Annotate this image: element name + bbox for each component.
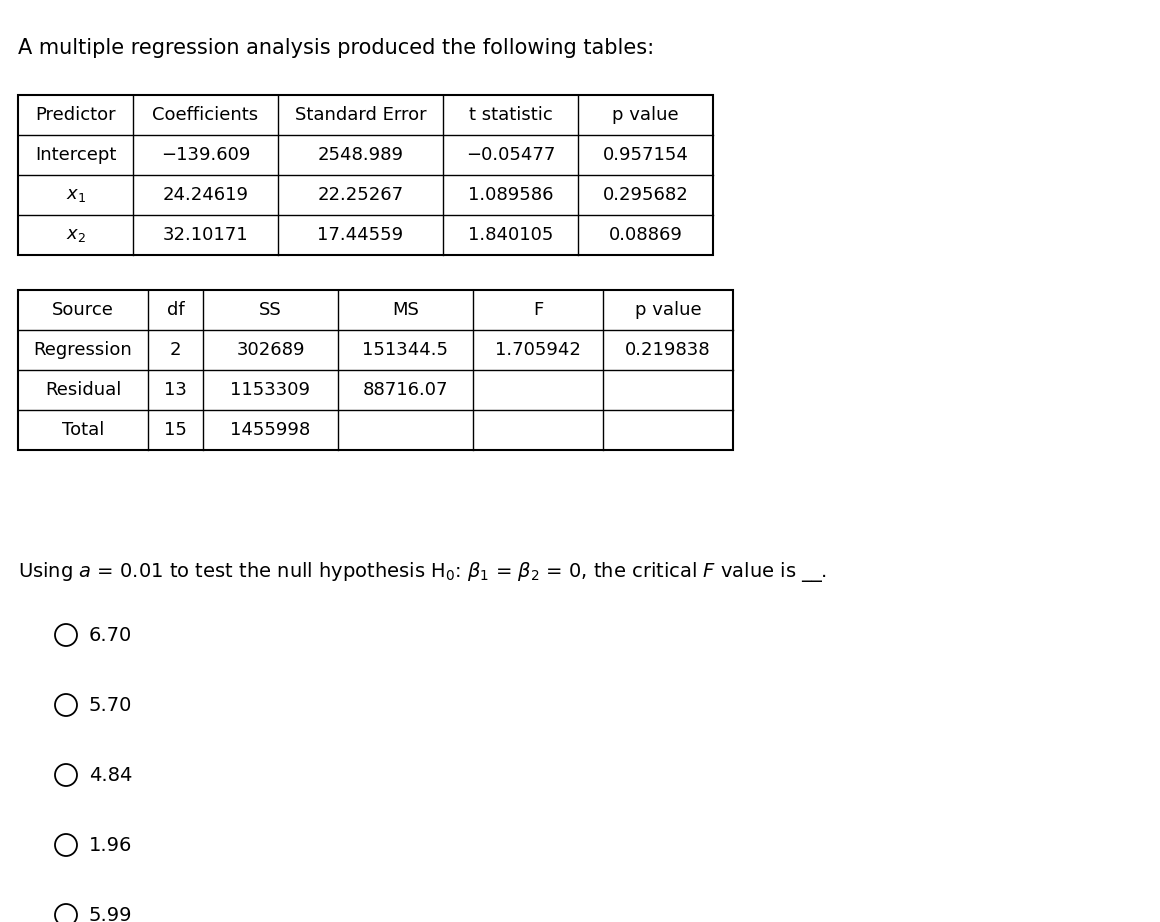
Text: 4.84: 4.84 [89, 765, 132, 785]
Text: 1.96: 1.96 [89, 835, 132, 855]
Text: df: df [167, 301, 184, 319]
Text: A multiple regression analysis produced the following tables:: A multiple regression analysis produced … [19, 38, 654, 58]
Text: 88716.07: 88716.07 [363, 381, 448, 399]
Text: MS: MS [392, 301, 419, 319]
Text: Standard Error: Standard Error [295, 106, 427, 124]
Text: Regression: Regression [34, 341, 132, 359]
Text: 5.70: 5.70 [89, 695, 132, 715]
Text: Residual: Residual [45, 381, 121, 399]
Text: Coefficients: Coefficients [152, 106, 259, 124]
Text: Source: Source [52, 301, 114, 319]
Text: 6.70: 6.70 [89, 625, 132, 644]
Text: Intercept: Intercept [35, 146, 116, 164]
Bar [19, 95, 713, 255]
Text: Predictor: Predictor [35, 106, 116, 124]
Text: t statistic: t statistic [469, 106, 552, 124]
Text: p value: p value [612, 106, 679, 124]
Text: 0.957154: 0.957154 [602, 146, 688, 164]
Bar [19, 290, 733, 450]
Text: 1.705942: 1.705942 [495, 341, 581, 359]
Text: 0.219838: 0.219838 [625, 341, 711, 359]
Text: 1.840105: 1.840105 [467, 226, 553, 244]
Text: 302689: 302689 [237, 341, 305, 359]
Text: −0.05477: −0.05477 [466, 146, 556, 164]
Text: F: F [532, 301, 543, 319]
Text: 2: 2 [169, 341, 181, 359]
Text: Using $\it{a}$ = 0.01 to test the null hypothesis H$_0$: $\beta_1$ = $\beta_2$ =: Using $\it{a}$ = 0.01 to test the null h… [19, 560, 827, 584]
Text: 24.24619: 24.24619 [162, 186, 248, 204]
Text: 5.99: 5.99 [89, 905, 132, 922]
Text: 1153309: 1153309 [231, 381, 311, 399]
Text: 1455998: 1455998 [231, 421, 311, 439]
Text: SS: SS [259, 301, 282, 319]
Text: 0.08869: 0.08869 [609, 226, 682, 244]
Text: 22.25267: 22.25267 [318, 186, 404, 204]
Text: $x_2$: $x_2$ [66, 226, 86, 244]
Text: 1.089586: 1.089586 [467, 186, 553, 204]
Text: $x_1$: $x_1$ [65, 186, 86, 204]
Text: 13: 13 [164, 381, 187, 399]
Text: p value: p value [635, 301, 702, 319]
Text: 15: 15 [164, 421, 187, 439]
Text: 0.295682: 0.295682 [603, 186, 688, 204]
Text: Total: Total [61, 421, 104, 439]
Text: 17.44559: 17.44559 [318, 226, 404, 244]
Text: 151344.5: 151344.5 [362, 341, 449, 359]
Text: 2548.989: 2548.989 [318, 146, 404, 164]
Text: −139.609: −139.609 [161, 146, 251, 164]
Text: 32.10171: 32.10171 [162, 226, 248, 244]
